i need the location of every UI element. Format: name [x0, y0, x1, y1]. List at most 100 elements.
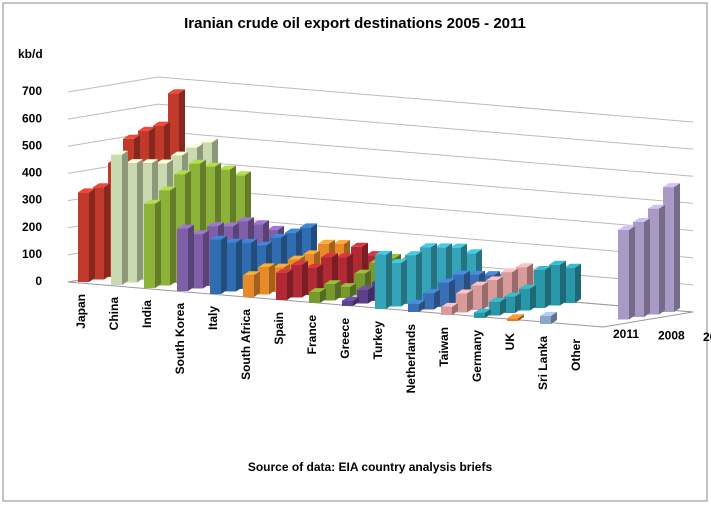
y-tick-label: 500 [22, 138, 42, 152]
bar [339, 287, 350, 298]
grid-line [67, 76, 694, 123]
y-tick-label: 300 [22, 193, 42, 207]
bar-top [234, 171, 251, 176]
plot: 0 100 200 300 400 500 600 700 Japan China India Sou… [22, 76, 711, 394]
bar [336, 257, 347, 290]
bar-side [575, 263, 581, 303]
bar-top [111, 150, 128, 155]
bar [258, 267, 269, 295]
y-tick-label: 200 [22, 220, 42, 234]
bar-top [258, 263, 275, 268]
bar-top [507, 314, 524, 319]
bar-top [174, 170, 191, 175]
bar-side [347, 253, 353, 290]
bar-top [309, 288, 326, 293]
y-tick-label: 700 [22, 84, 42, 98]
bar [204, 166, 215, 278]
bar-top [270, 233, 287, 238]
bar-side [353, 296, 359, 306]
bar-top [405, 251, 422, 256]
bar-top [78, 188, 95, 193]
bar-side [89, 188, 95, 282]
bar-top [390, 259, 407, 264]
bar-side [551, 311, 557, 324]
bar-top [333, 240, 350, 244]
bar-top [273, 263, 290, 268]
bar [663, 187, 674, 312]
x-tick-label: UK [503, 333, 517, 351]
x-tick-label: Sri Lanka [536, 336, 550, 390]
bar-top [318, 239, 335, 244]
bar-top [336, 253, 353, 258]
x-tick-label: France [305, 315, 319, 355]
bar-side [203, 230, 209, 289]
bar [111, 154, 122, 285]
bar-side [545, 266, 551, 308]
bar-top [192, 230, 209, 235]
bar [420, 247, 431, 302]
bar [357, 289, 368, 304]
bar-top [489, 297, 506, 302]
bar-side [269, 263, 275, 295]
x-tick-label: Greece [338, 318, 352, 359]
bar [285, 232, 296, 282]
bar-side [236, 238, 242, 292]
bar [243, 275, 254, 297]
bar [369, 263, 380, 293]
bar [519, 288, 530, 311]
bar-top [303, 250, 320, 255]
bar [408, 303, 419, 312]
bar-top [219, 165, 236, 170]
bar-top [288, 255, 305, 260]
bar [453, 274, 464, 305]
bar-top [177, 224, 194, 229]
bar-side [104, 183, 110, 280]
bar-side [452, 302, 458, 315]
bar-top [189, 159, 206, 164]
bar-top [438, 278, 455, 283]
bar-side [302, 260, 308, 298]
bar-top [156, 159, 173, 164]
bar-top [267, 225, 284, 230]
bar-top [123, 134, 140, 139]
bar-top [441, 302, 458, 307]
bar-top [222, 222, 239, 227]
bar [507, 318, 518, 321]
depth-tick-label: 2008 [658, 329, 685, 343]
bar-top [516, 263, 533, 268]
y-tick-label: 600 [22, 111, 42, 125]
bar-side [629, 225, 635, 320]
bar-top [633, 218, 650, 222]
bar-top [168, 89, 185, 94]
bar-side [449, 278, 455, 307]
bar-top [519, 284, 536, 289]
bar-top [207, 222, 224, 227]
bar-top [465, 249, 482, 254]
bar [489, 301, 500, 316]
bar [324, 284, 335, 301]
depth-tick-label: 2005 [703, 330, 711, 344]
bar-side [560, 260, 566, 306]
bar-top [225, 238, 242, 243]
bar [648, 208, 659, 315]
bar [309, 292, 320, 303]
x-tick-label: India [140, 300, 154, 328]
bar [351, 246, 362, 288]
x-tick-label: Netherlands [404, 324, 418, 394]
bar [270, 237, 281, 284]
bar-top [159, 186, 176, 191]
bar-side [287, 268, 293, 300]
bar [306, 267, 317, 295]
bar-side [368, 285, 374, 304]
bar [126, 163, 137, 283]
bar-top [357, 285, 374, 290]
bar [633, 222, 644, 317]
bar [291, 264, 302, 298]
bar [342, 300, 353, 306]
bar-top [138, 126, 155, 131]
bar [189, 163, 200, 281]
bar [225, 242, 236, 292]
bar-side [221, 235, 227, 294]
bar-top [648, 204, 665, 209]
bar-top [171, 151, 188, 156]
